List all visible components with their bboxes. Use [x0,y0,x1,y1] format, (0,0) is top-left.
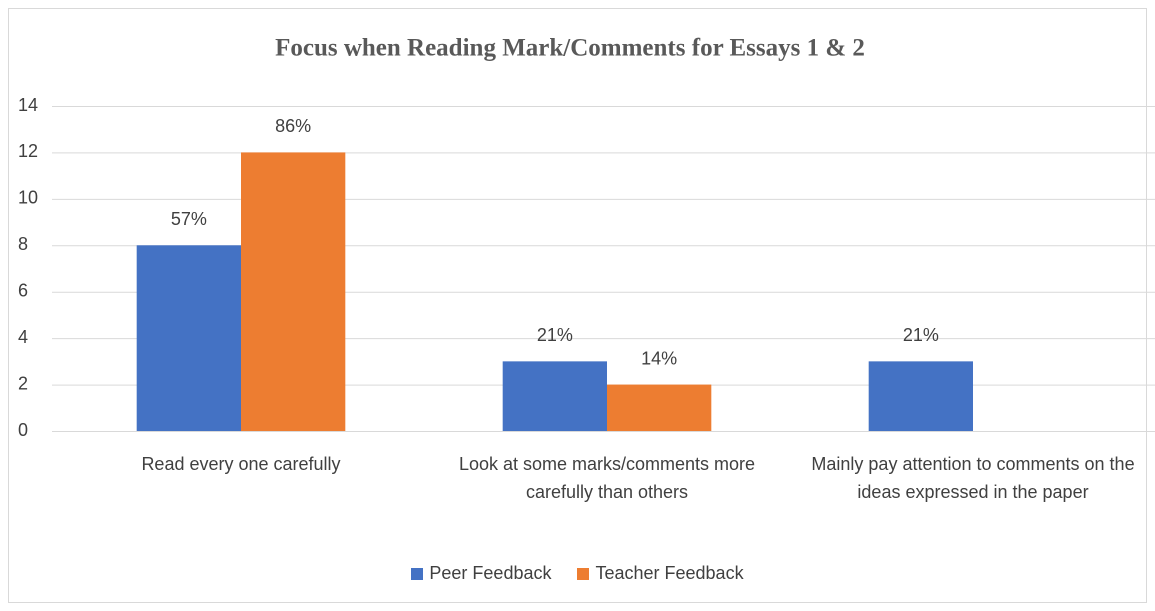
data-label: 57% [171,209,207,229]
legend-swatch [577,567,590,580]
bar [136,245,241,431]
y-tick-label: 6 [18,280,28,300]
y-tick-label: 12 [18,141,38,161]
data-label: 14% [641,348,677,368]
x-tick-label: Mainly pay attention to comments on the … [811,454,1135,502]
bar [502,361,607,431]
legend-label: Teacher Feedback [595,563,744,583]
bar [607,384,712,431]
x-tick-label: Look at some marks/comments more careful… [458,454,756,502]
y-tick-label: 8 [18,234,28,254]
data-label: 86% [275,116,311,136]
data-label: 21% [903,325,939,345]
bar [868,361,973,431]
y-tick-label: 4 [18,327,28,347]
legend-item: Teacher Feedback [577,563,744,584]
y-tick-label: 10 [18,188,38,208]
y-tick-label: 14 [18,95,38,115]
chart-title: Focus when Reading Mark/Comments for Ess… [275,35,865,62]
legend-item: Peer Feedback [411,563,551,584]
legend: Peer Feedback Teacher Feedback [0,563,1155,584]
y-tick-label: 2 [18,373,28,393]
bar [241,152,346,431]
legend-swatch [411,567,424,580]
chart-border [8,8,1147,603]
data-label: 21% [537,325,573,345]
x-tick-label: Read every one carefully [141,454,341,474]
y-tick-label: 0 [18,420,28,440]
legend-label: Peer Feedback [429,563,552,583]
